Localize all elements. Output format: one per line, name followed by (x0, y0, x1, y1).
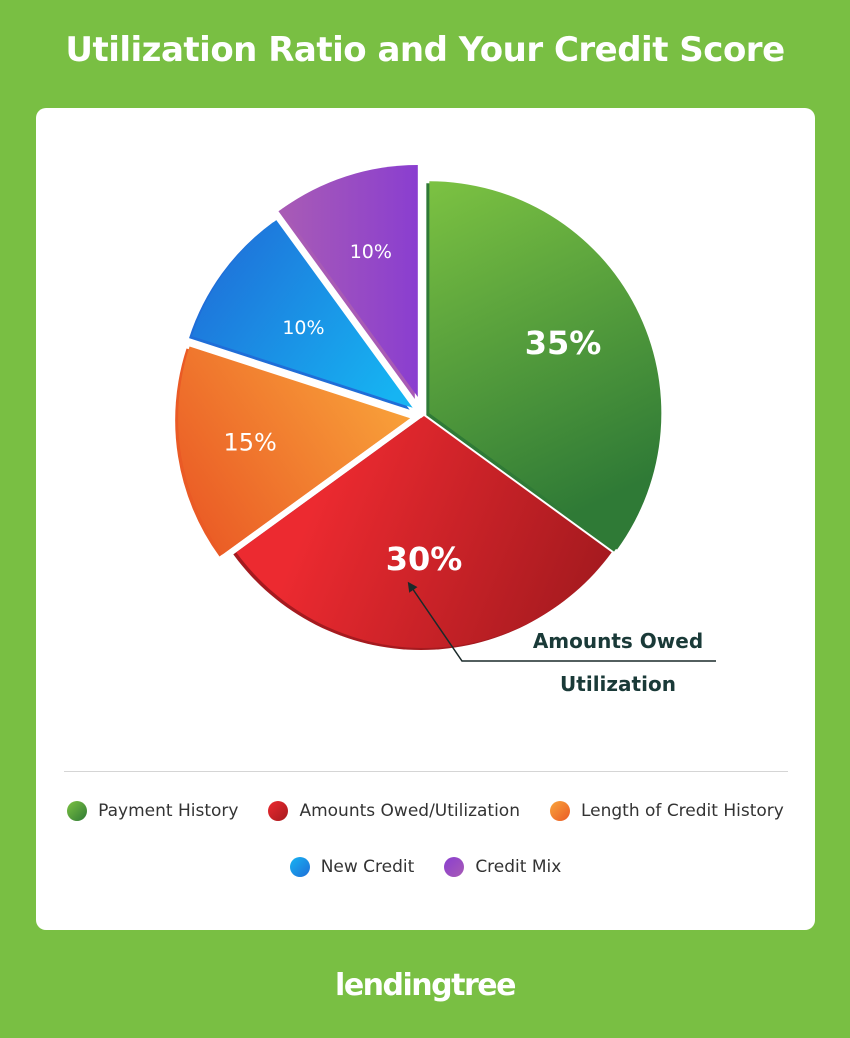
legend-item-payment-history: Payment History (67, 801, 238, 821)
lendingtree-logo: lendingtree (335, 968, 516, 1003)
pie-slice-label-payment-history: 35% (525, 324, 602, 362)
pie-slice-label-new-credit: 10% (282, 317, 324, 339)
legend-label: Length of Credit History (580, 801, 784, 821)
legend-label: Amounts Owed/Utilization (299, 801, 520, 821)
pie-chart: 35% 30% 15% 10% 10% Amounts Owed Utilization (175, 164, 716, 696)
legend-swatch-new-credit (289, 857, 310, 877)
legend-divider (64, 771, 788, 772)
legend-item-length-of-credit-history: Length of Credit History (549, 801, 784, 821)
legend-swatch-length-of-credit-history (549, 801, 570, 821)
pie-slice-payment-history (429, 181, 662, 550)
page-title: Utilization Ratio and Your Credit Score (65, 30, 785, 70)
pie-slice-amounts-owed (236, 416, 612, 648)
pie-slice-credit-mix (281, 164, 418, 397)
pie-slice-label-length-of-credit-history: 15% (223, 429, 276, 457)
pie-slice-new-credit (192, 220, 413, 408)
legend-swatch-payment-history (67, 801, 88, 821)
callout-label-line2: Utilization (560, 672, 676, 696)
pie-slice-label-amounts-owed: 30% (386, 540, 463, 578)
legend-swatch-credit-mix (444, 857, 465, 877)
legend-row: Payment History Amounts Owed/Utilization… (36, 801, 815, 821)
legend-item-amounts-owed: Amounts Owed/Utilization (268, 801, 520, 821)
legend-item-new-credit: New Credit (289, 857, 415, 877)
pie-slice-label-credit-mix: 10% (350, 241, 392, 263)
legend-swatch-amounts-owed (268, 801, 289, 821)
callout-pointer-line (407, 581, 716, 662)
callout-label-line1: Amounts Owed (533, 629, 703, 653)
legend-item-credit-mix: Credit Mix (444, 857, 561, 877)
legend-label: Payment History (98, 801, 239, 821)
legend-row: New Credit Credit Mix (36, 857, 815, 877)
legend-label: Credit Mix (475, 857, 562, 877)
chart-card: 35% 30% 15% 10% 10% Amounts Owed Utilization… (36, 108, 815, 930)
pie-slice-length-of-credit-history (178, 346, 411, 555)
legend-label: New Credit (320, 857, 415, 877)
